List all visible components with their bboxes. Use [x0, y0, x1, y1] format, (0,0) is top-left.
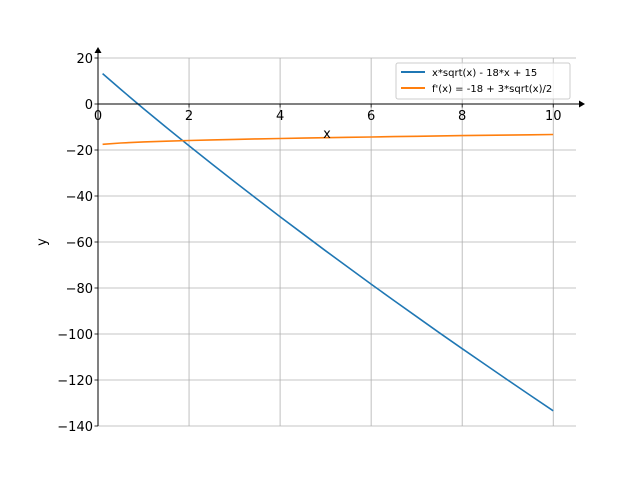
- series-line-0: [102, 72, 554, 412]
- y-tick-label: −80: [66, 282, 93, 297]
- y-tick-label: −20: [66, 144, 93, 159]
- legend-label-0: x*sqrt(x) - 18*x + 15: [432, 68, 537, 79]
- series-line-1: [102, 133, 554, 146]
- x-tick-label: 4: [276, 109, 284, 124]
- y-tick-label: −140: [57, 420, 93, 435]
- x-tick-label: 0: [94, 109, 102, 124]
- y-axis-label: y: [35, 238, 50, 246]
- legend-box: [395, 62, 571, 100]
- x-axis-arrow-icon: [579, 100, 585, 108]
- x-tick-label: 10: [545, 109, 562, 124]
- grid: [97, 57, 576, 427]
- x-tick-label: 2: [185, 109, 193, 124]
- legend-label-1: f'(x) = -18 + 3*sqrt(x)/2: [432, 84, 552, 95]
- y-tick-label: −120: [57, 374, 93, 389]
- x-axis-label: x: [323, 127, 331, 142]
- x-tick-label: 6: [367, 109, 375, 124]
- y-tick-label: 20: [76, 52, 93, 67]
- series-lines: [102, 72, 554, 412]
- y-tick-label: −100: [57, 328, 93, 343]
- x-tick-label: 8: [458, 109, 466, 124]
- legend: x*sqrt(x) - 18*x + 15 f'(x) = -18 + 3*sq…: [395, 62, 571, 100]
- y-tick-label: 0: [85, 98, 93, 113]
- y-tick-label: −60: [66, 236, 93, 251]
- y-axis-arrow-icon: [94, 47, 102, 53]
- ticks: 0 2 4 6 8 10 20 0 −20 −40 −60 −80 −100 −120 −140: [57, 52, 561, 435]
- y-tick-label: −40: [66, 190, 93, 205]
- axes: [94, 47, 585, 426]
